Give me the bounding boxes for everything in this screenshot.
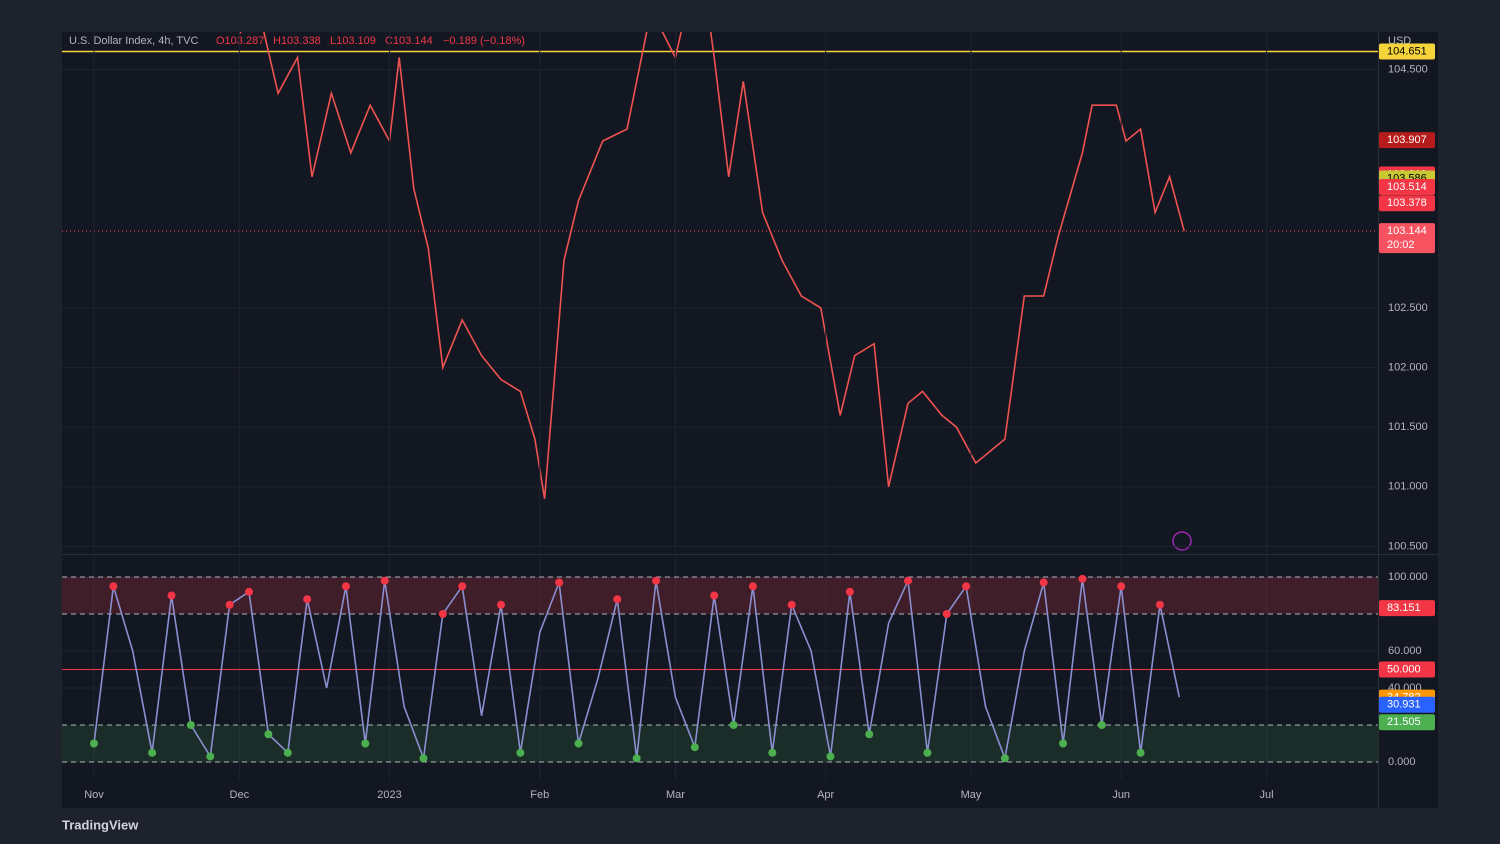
oversold-zone [62,724,1378,762]
y-tick-label: 100.500 [1388,540,1428,552]
y-tick-label: 102.500 [1388,302,1428,314]
signal-dot [1136,748,1145,757]
signal-dot [652,576,661,585]
y-tick-label: 0.000 [1388,756,1416,768]
last-price-bg [1379,223,1435,254]
x-tick-label: 2023 [377,789,401,801]
alert-icon[interactable] [1172,531,1192,551]
signal-dot [438,609,447,618]
overbought-zone [62,576,1378,614]
signal-dot [555,578,564,587]
price-label: 83.151 [1387,602,1421,614]
price-label-bg [1379,661,1435,678]
open: O103.287 [216,35,264,47]
signal-dot [206,752,215,761]
brand: TradingView [62,817,139,832]
change: −0.189 (−0.18%) [443,35,525,47]
price-label-bg [1379,714,1435,731]
signal-dot [1097,720,1106,729]
signal-dot [632,754,641,763]
plot [62,32,1378,499]
signal-dot [225,600,234,609]
series-line [238,32,1185,499]
signal-dot [516,748,525,757]
y-tick-label: 104.500 [1388,63,1428,75]
signal-dot [748,582,757,591]
signal-dot [109,582,118,591]
price-label: 103.907 [1387,134,1427,146]
price-label: 104.651 [1387,45,1427,57]
signal-dot [458,582,467,591]
signal-dot [845,587,854,596]
signal-dot [1000,754,1009,763]
countdown: 20:02 [1387,239,1415,251]
y-tick-label: 101.000 [1388,481,1428,493]
price-label-bg [1379,696,1435,713]
signal-dot [729,720,738,729]
signal-dot [962,582,971,591]
x-tick-label: Jun [1112,789,1130,801]
signal-dot [303,595,312,604]
price-label: 21.505 [1387,716,1421,728]
symbol: U.S. Dollar Index, 4h, TVC [69,35,198,47]
y-tick-label: 60.000 [1388,645,1422,657]
price-label: 30.931 [1387,699,1421,711]
signal-dot [787,600,796,609]
signal-dot [690,743,699,752]
y-tick-label: 102.000 [1388,361,1428,373]
signal-dot [904,576,912,585]
signal-dot [361,739,370,748]
signal-dot [574,739,583,748]
price-label-bg [1379,132,1435,149]
signal-dot [710,591,719,600]
signal-dot [167,591,176,600]
price-label-bg [1379,179,1435,196]
signal-dot [1039,578,1048,587]
high: H103.338 [273,35,321,47]
y-tick-label: 100.000 [1388,571,1428,583]
price-label: 103.514 [1387,181,1427,193]
last-price: 103.144 [1387,225,1427,237]
signal-dot [148,748,157,757]
signal-dot [283,748,292,757]
x-tick-label: Feb [530,789,549,801]
signal-dot [264,730,273,739]
signal-dot [768,748,777,757]
signal-dot [1059,739,1068,748]
x-tick-label: Dec [230,789,250,801]
price-label: 103.378 [1387,197,1427,209]
signal-dot [1078,574,1087,583]
signal-dot [923,748,932,757]
signal-dot [865,730,874,739]
signal-dot [1117,582,1126,591]
x-tick-label: Apr [817,789,834,801]
x-tick-label: Jul [1260,789,1274,801]
price-label: 50.000 [1387,663,1421,675]
price-label-bg [1379,195,1435,212]
low: L103.109 [330,35,376,47]
x-tick-label: May [961,789,982,801]
chart-area [62,32,1438,808]
x-tick-label: Nov [84,789,104,801]
signal-dot [89,739,98,748]
signal-dot [245,587,254,596]
signal-dot [380,576,389,585]
signal-dot [496,600,505,609]
signal-dot [942,609,951,618]
plot [62,574,1378,763]
signal-dot [341,582,350,591]
price-label-bg [1379,600,1435,617]
signal-dot [1155,600,1164,609]
signal-dot [419,754,428,763]
x-tick-label: Mar [666,789,685,801]
signal-dot [826,752,835,761]
price-label-bg [1379,43,1435,60]
signal-dot [613,595,622,604]
header: U.S. Dollar Index, 4h, TVC O103.287 H103… [69,35,525,47]
close: C103.144 [385,35,433,47]
y-tick-label: 101.500 [1388,421,1428,433]
signal-dot [186,720,195,729]
